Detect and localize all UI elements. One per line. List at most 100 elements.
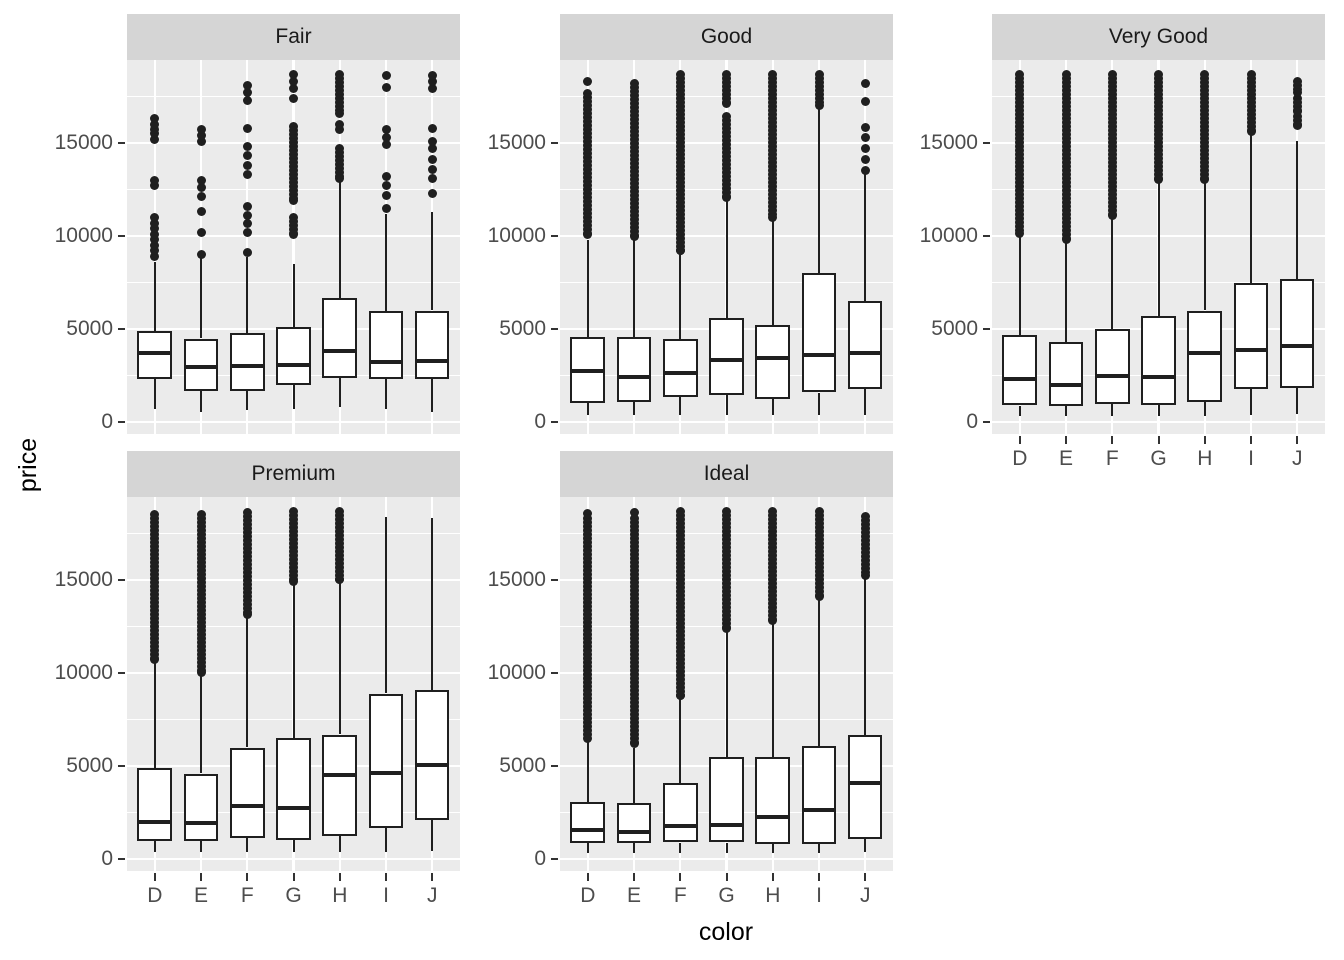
median-line: [232, 804, 263, 809]
median-line: [1235, 347, 1267, 352]
median-line: [1143, 374, 1174, 379]
x-tick-mark: [771, 873, 774, 881]
whisker-lower: [338, 836, 341, 852]
outlier-dot: [289, 84, 298, 94]
outlier-dot: [814, 592, 824, 602]
x-tick-mark: [1157, 436, 1160, 444]
outlier-dot: [150, 218, 160, 228]
whisker-upper: [200, 258, 202, 339]
x-tick-mark: [200, 873, 202, 881]
outlier-dot: [196, 250, 206, 260]
box-G: [276, 327, 311, 385]
outlier-dot: [335, 108, 345, 118]
whisker-lower: [431, 379, 434, 412]
box-H: [322, 297, 357, 378]
outlier-dot: [860, 122, 870, 132]
y-tick-mark: [551, 421, 558, 424]
outlier-dot: [289, 69, 298, 79]
whisker-lower: [864, 838, 867, 852]
whisker-upper: [586, 239, 589, 337]
outlier-dot: [860, 166, 870, 176]
box-D: [137, 768, 172, 841]
y-tick-mark: [551, 328, 558, 331]
whisker-lower: [385, 379, 387, 410]
x-tick-mark: [679, 873, 682, 881]
x-tick-mark: [292, 873, 295, 881]
median-line: [757, 814, 788, 819]
outlier-dot: [427, 76, 437, 86]
y-tick-label: 10000: [487, 661, 546, 684]
outlier-dot: [768, 212, 778, 222]
box-H: [755, 325, 790, 399]
x-tick-label: G: [718, 884, 735, 907]
outlier-dot: [150, 240, 160, 250]
box-E: [1048, 342, 1084, 407]
y-tick-mark: [118, 765, 125, 768]
x-tick-mark: [246, 873, 249, 881]
median-line: [324, 349, 355, 354]
median-line: [1004, 377, 1035, 382]
outlier-dot: [1200, 174, 1210, 184]
outlier-dot: [150, 235, 160, 245]
x-tick-label: H: [1197, 447, 1213, 470]
facet-panel-very-good: [992, 60, 1325, 434]
outlier-dot: [242, 80, 252, 90]
x-tick-mark: [1018, 436, 1021, 444]
y-tick-label: 10000: [54, 661, 113, 684]
facet-strip-fair: Fair: [127, 14, 460, 60]
whisker-upper: [818, 598, 820, 746]
median-line: [370, 770, 402, 775]
y-tick-label: 15000: [919, 130, 978, 154]
outlier-dot: [381, 140, 391, 150]
gridline-major-x: [246, 60, 249, 434]
median-line: [618, 830, 650, 835]
whisker-upper: [1111, 217, 1114, 330]
y-tick-label: 10000: [487, 224, 546, 247]
median-line: [665, 824, 696, 829]
whisker-lower: [153, 379, 156, 410]
outlier-dot: [242, 201, 252, 211]
x-tick-mark: [1203, 436, 1206, 444]
y-tick-mark: [551, 578, 558, 581]
median-line: [416, 763, 448, 767]
whisker-lower: [200, 840, 202, 852]
outlier-dot: [629, 231, 639, 241]
whisker-upper: [200, 673, 202, 774]
outlier-dot: [150, 224, 160, 234]
y-tick-label: 0: [101, 847, 113, 871]
outlier-dot: [196, 125, 206, 135]
facet-panel-premium: [127, 497, 460, 871]
whisker-lower: [385, 827, 387, 852]
whisker-lower: [679, 397, 682, 415]
x-tick-label: F: [673, 884, 687, 907]
y-tick-label: 5000: [499, 754, 546, 778]
x-tick-label: F: [240, 884, 254, 907]
outlier-dot: [1154, 174, 1163, 184]
x-tick-label: J: [1292, 447, 1303, 470]
outlier-dot: [150, 252, 160, 261]
whisker-lower: [1065, 406, 1067, 416]
whisker-lower: [1250, 388, 1252, 415]
outlier-dot: [583, 509, 593, 519]
outlier-dot: [583, 76, 593, 86]
outlier-dot: [289, 93, 298, 103]
y-tick-label: 0: [534, 410, 546, 434]
x-tick-label: G: [285, 884, 302, 907]
outlier-dot: [1292, 88, 1302, 98]
whisker-lower: [338, 377, 341, 408]
median-line: [849, 780, 881, 785]
outlier-dot: [768, 616, 778, 626]
y-tick-label: 15000: [54, 567, 113, 591]
outlier-dot: [335, 575, 345, 585]
whisker-lower: [679, 842, 682, 853]
x-axis-title: color: [698, 918, 754, 946]
whisker-upper: [771, 221, 774, 326]
outlier-dot: [242, 170, 252, 179]
whisker-lower: [153, 840, 156, 852]
outlier-dot: [860, 97, 870, 107]
outlier-dot: [1292, 120, 1302, 130]
outlier-dot: [381, 181, 391, 191]
box-E: [183, 773, 219, 841]
outlier-dot: [242, 609, 252, 619]
whisker-lower: [864, 388, 867, 415]
